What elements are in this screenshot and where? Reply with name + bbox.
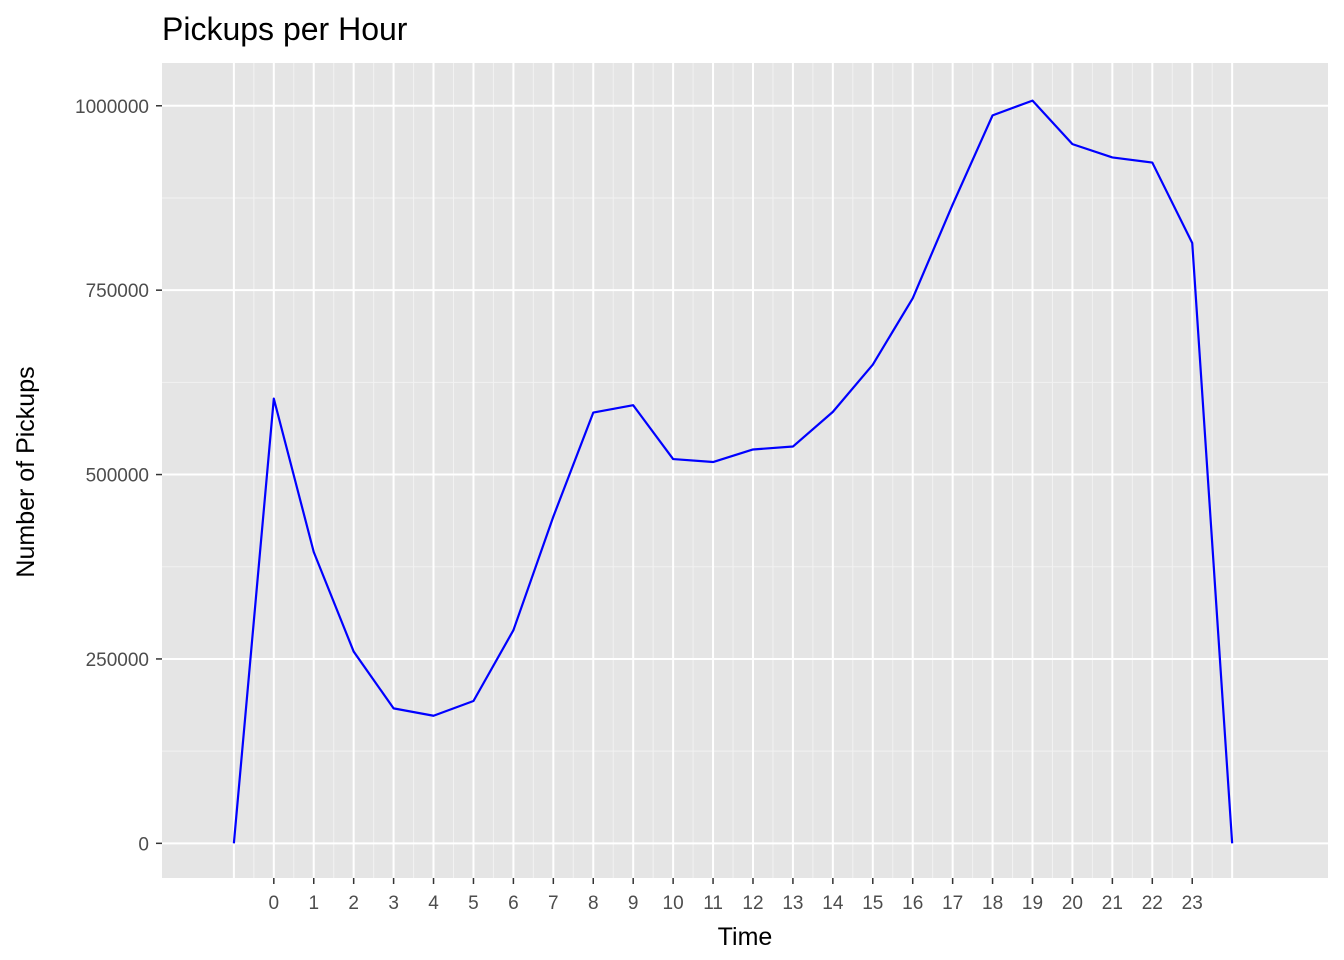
x-tick-label: 21 (1102, 893, 1123, 914)
x-tick-label: 20 (1062, 893, 1083, 914)
x-tick-label: 1 (308, 893, 319, 914)
x-tick-label: 13 (782, 893, 803, 914)
x-tick-label: 16 (902, 893, 923, 914)
major-gridlines (162, 63, 1328, 878)
minor-gridlines (162, 63, 1328, 878)
x-tick-label: 23 (1182, 893, 1203, 914)
x-tick-label: 9 (628, 893, 639, 914)
plot-panel (162, 63, 1328, 878)
series-layer (232, 99, 1234, 844)
x-tick-label: 17 (942, 893, 963, 914)
x-tick-label: 12 (742, 893, 763, 914)
x-tick-label: 4 (428, 893, 439, 914)
x-tick-label: 8 (588, 893, 599, 914)
y-tick-label: 750000 (86, 281, 149, 302)
y-tick-label: 0 (138, 834, 149, 855)
series-line (232, 99, 1234, 844)
y-tick-label: 500000 (86, 466, 149, 487)
x-tick-label: 5 (468, 893, 479, 914)
y-tick-label: 1000000 (75, 97, 149, 118)
x-axis: 0 1 2 3 4 5 6 7 8 9 10 11 12 13 14 15 16 17 18 19 20 21 22 23 (269, 878, 1203, 914)
x-tick-label: 10 (663, 893, 684, 914)
x-tick-label: 11 (703, 893, 723, 914)
x-tick-label: 18 (982, 893, 1003, 914)
x-tick-label: 19 (1022, 893, 1043, 914)
x-tick-label: 22 (1142, 893, 1163, 914)
x-tick-label: 6 (508, 893, 519, 914)
x-tick-label: 3 (388, 893, 399, 914)
x-tick-label: 7 (548, 893, 559, 914)
x-tick-label: 2 (348, 893, 359, 914)
x-axis-label: Time (718, 923, 773, 951)
y-tick-label: 250000 (86, 650, 149, 671)
y-axis: 0 250000 500000 750000 1000000 (75, 97, 162, 855)
x-tick-label: 14 (822, 893, 844, 914)
x-tick-label: 15 (862, 893, 883, 914)
y-axis-label: Number of Pickups (12, 366, 40, 577)
x-tick-label: 0 (269, 893, 280, 914)
chart-title: Pickups per Hour (162, 11, 408, 47)
